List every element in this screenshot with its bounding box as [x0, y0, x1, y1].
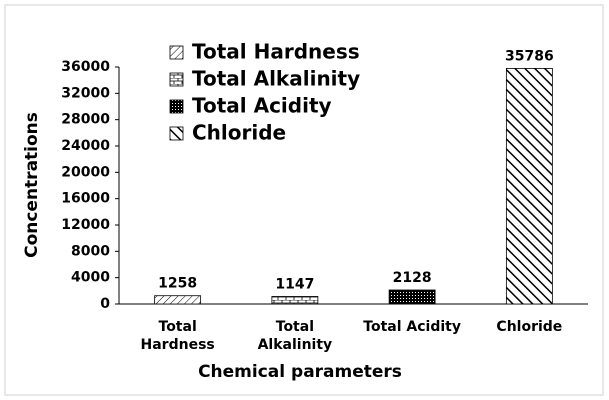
legend-swatch — [169, 99, 184, 114]
legend-label: Total Hardness — [192, 40, 360, 64]
y-tick-label: 0 — [100, 296, 110, 312]
y-tick-label: 24000 — [61, 138, 110, 154]
x-tick-label: Chloride — [496, 319, 563, 335]
x-tick-label: Total Acidity — [363, 319, 461, 335]
x-tick-label: Total Alkalinity — [257, 319, 333, 353]
bar — [154, 295, 202, 305]
y-tick-label: 8000 — [71, 243, 110, 259]
y-tick-label: 32000 — [61, 85, 110, 101]
y-tick-label: 20000 — [61, 164, 110, 180]
y-tick-label: 36000 — [61, 59, 110, 75]
y-tick-label: 28000 — [61, 112, 110, 128]
y-axis-title: Concentrations — [22, 112, 42, 258]
legend-swatch — [169, 45, 184, 60]
legend-label: Total Acidity — [192, 94, 332, 118]
data-label: 1258 — [158, 276, 197, 292]
x-axis-title: Chemical parameters — [198, 362, 402, 382]
bar — [388, 289, 436, 305]
legend-swatch — [169, 126, 184, 141]
y-tick-label: 16000 — [61, 191, 110, 207]
bar — [271, 296, 319, 305]
bar — [505, 68, 553, 305]
legend-swatch — [169, 72, 184, 87]
x-tick-label: Total Hardness — [140, 319, 215, 353]
y-tick-label: 12000 — [61, 217, 110, 233]
data-label: 35786 — [505, 48, 554, 64]
y-tick-label: 4000 — [71, 270, 110, 286]
data-label: 2128 — [393, 270, 432, 286]
frame — [4, 4, 604, 396]
legend-label: Chloride — [192, 121, 286, 145]
data-label: 1147 — [275, 276, 314, 292]
legend-label: Total Alkalinity — [192, 67, 360, 91]
